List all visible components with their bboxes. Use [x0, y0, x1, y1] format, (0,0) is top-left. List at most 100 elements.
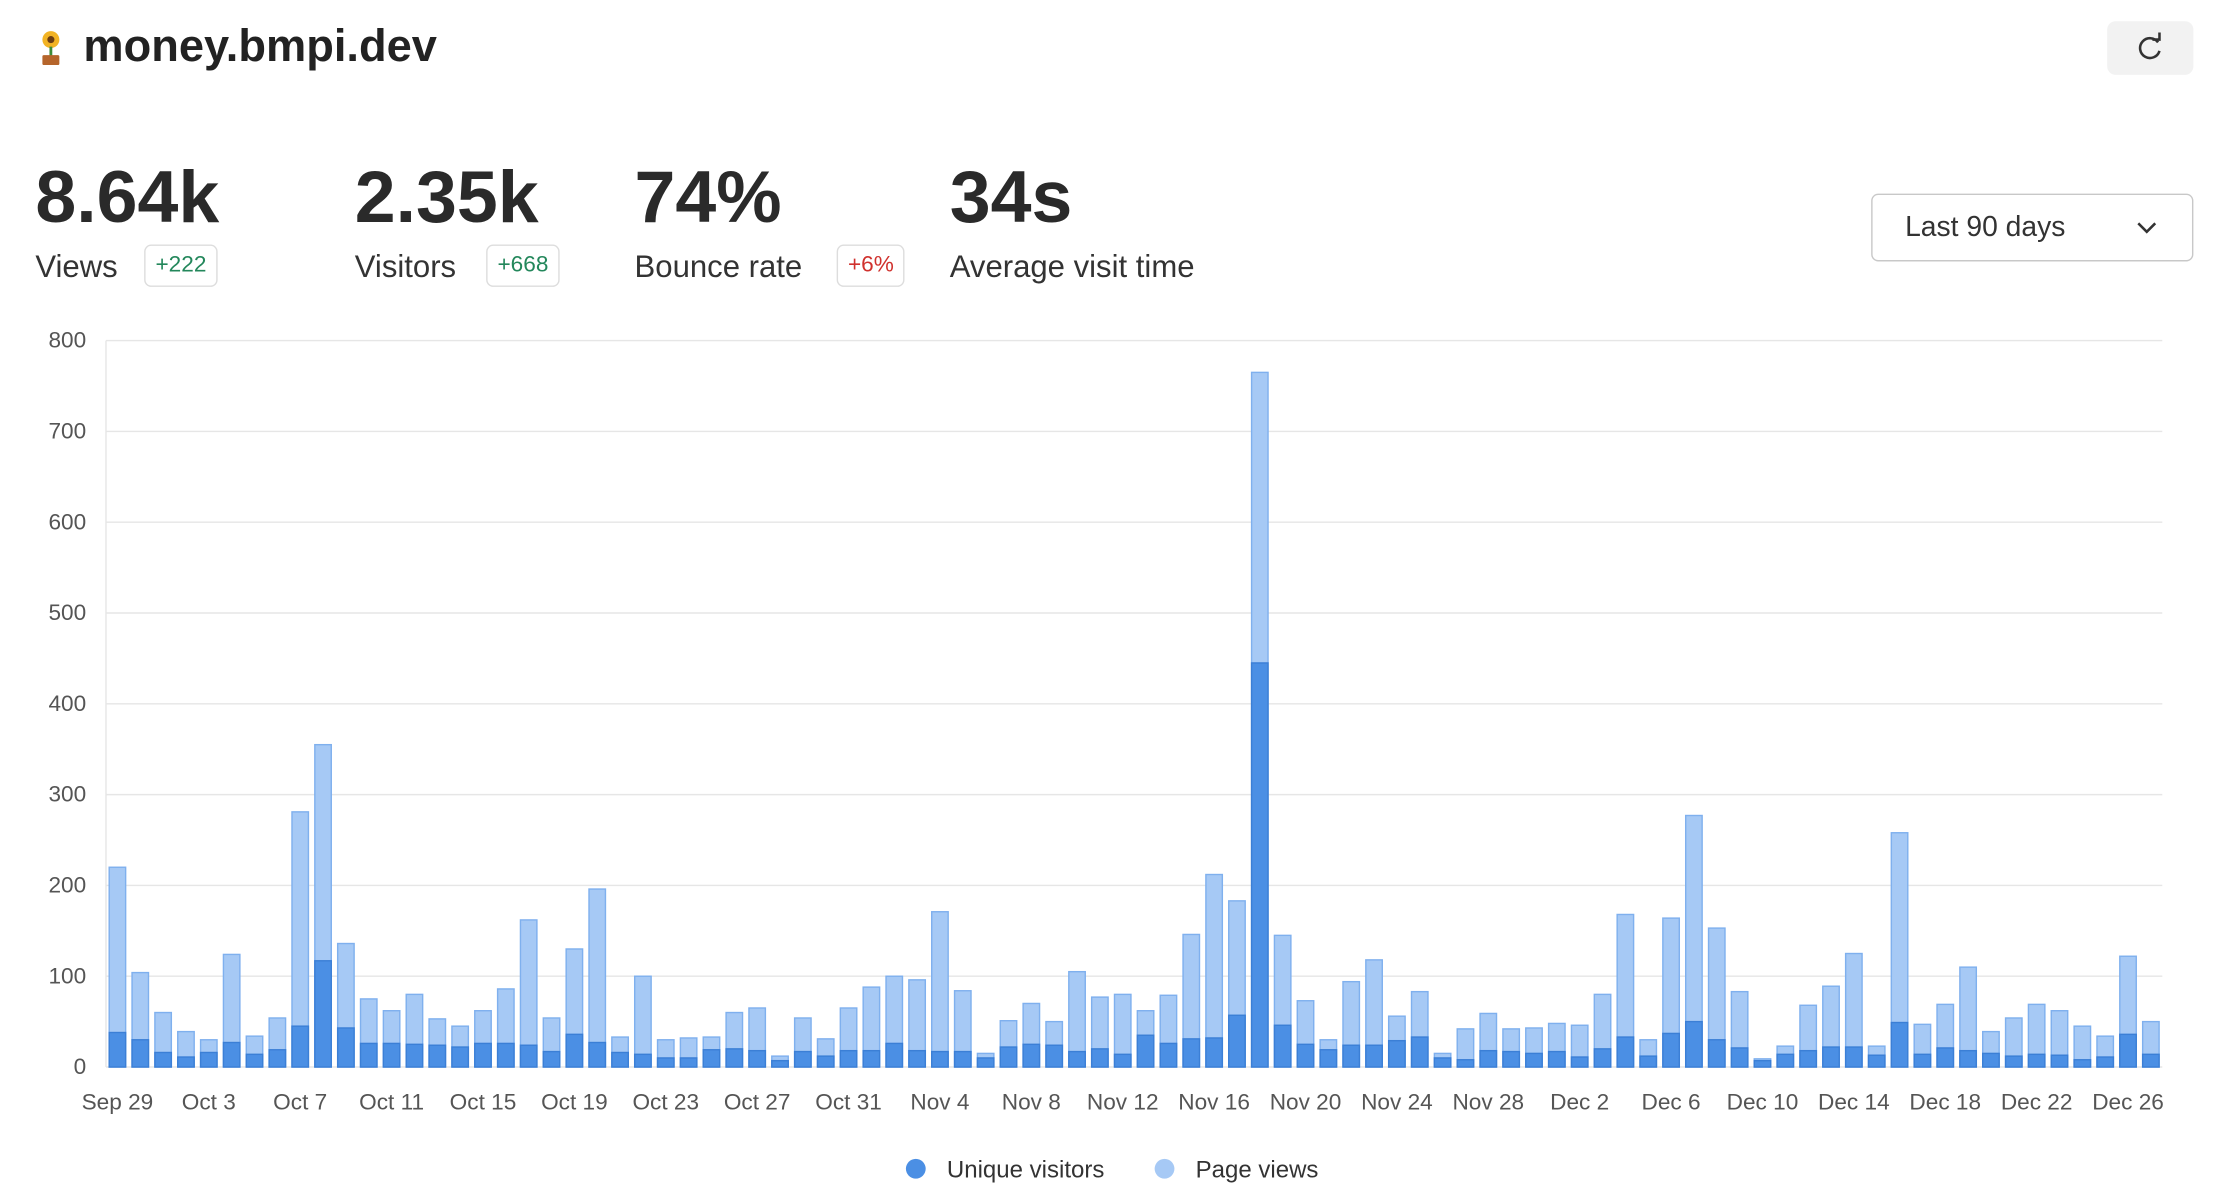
- x-tick-label: Dec 18: [1909, 1089, 1981, 1114]
- bar: [1844, 1046, 1863, 1068]
- x-tick-label: Nov 16: [1178, 1089, 1250, 1114]
- bar: [1342, 1044, 1361, 1068]
- y-tick-label: 700: [48, 418, 86, 443]
- stat-value: 34s: [949, 156, 1073, 239]
- bar: [702, 1049, 721, 1068]
- stat-change: +668: [486, 244, 560, 287]
- stat-change: +222: [144, 244, 218, 287]
- bar: [1707, 1039, 1726, 1068]
- bar: [1593, 1048, 1612, 1068]
- x-tick-label: Sep 29: [82, 1089, 154, 1114]
- bar: [771, 1059, 789, 1068]
- site-icon: [42, 31, 60, 66]
- bar: [2119, 1033, 2137, 1068]
- refresh-button[interactable]: [2107, 21, 2194, 75]
- x-tick-label: Nov 28: [1452, 1089, 1524, 1114]
- stat-label: Bounce rate: [634, 248, 803, 285]
- x-tick-label: Oct 11: [359, 1089, 424, 1114]
- bar: [474, 1042, 492, 1068]
- bar: [428, 1044, 447, 1068]
- bar: [1570, 1056, 1589, 1068]
- bar: [588, 888, 607, 1068]
- bar: [1525, 1052, 1543, 1068]
- bar: [1296, 1043, 1315, 1068]
- x-tick-label: Oct 3: [182, 1089, 236, 1114]
- stat-change: +6%: [836, 244, 906, 287]
- bar: [1730, 1047, 1749, 1068]
- bar: [1090, 1048, 1109, 1068]
- bar: [1662, 1032, 1681, 1068]
- bar: [2050, 1054, 2069, 1068]
- bar: [748, 1049, 767, 1068]
- bar: [976, 1057, 995, 1068]
- bar: [931, 1050, 949, 1068]
- y-tick-label: 300: [48, 782, 86, 807]
- bar: [1547, 1050, 1566, 1068]
- bar: [154, 1051, 173, 1068]
- bar: [1936, 1047, 1955, 1068]
- x-tick-label: Dec 14: [1818, 1089, 1890, 1114]
- y-tick-label: 600: [48, 509, 86, 534]
- y-tick-label: 0: [74, 1054, 87, 1079]
- bar: [336, 1027, 355, 1068]
- x-tick-label: Oct 31: [815, 1089, 882, 1114]
- bar: [1250, 662, 1269, 1068]
- x-tick-label: Dec 22: [2001, 1089, 2073, 1114]
- bar: [1045, 1044, 1064, 1068]
- bar: [405, 1043, 424, 1068]
- stat-value: 8.64k: [35, 156, 220, 239]
- bar: [2141, 1053, 2160, 1068]
- x-tick-label: Dec 26: [2092, 1089, 2164, 1114]
- bar: [177, 1056, 195, 1068]
- range-select[interactable]: Last 90 days: [1871, 193, 2194, 262]
- bar: [1136, 1034, 1155, 1068]
- bar: [1433, 1057, 1452, 1068]
- x-tick-label: Nov 4: [910, 1089, 969, 1114]
- bar: [268, 1049, 287, 1068]
- bar: [1410, 1036, 1429, 1068]
- legend-swatch: [905, 1158, 926, 1179]
- site-title: money.bmpi.dev: [83, 19, 437, 71]
- chevron: [2137, 222, 2157, 234]
- bar: [931, 911, 949, 1068]
- bar: [953, 1050, 972, 1068]
- stat-label: Average visit time: [949, 248, 1195, 285]
- x-tick-label: Dec 2: [1550, 1089, 1609, 1114]
- bar: [679, 1057, 698, 1068]
- x-tick-label: Oct 7: [273, 1089, 327, 1114]
- bar: [588, 1041, 607, 1068]
- bar: [1822, 1046, 1840, 1068]
- bar: [1228, 1014, 1246, 1068]
- bar: [108, 1031, 127, 1068]
- bar: [1502, 1050, 1521, 1068]
- stat-value: 2.35k: [354, 156, 539, 239]
- y-tick-label: 400: [48, 691, 86, 716]
- bar: [1959, 1049, 1978, 1068]
- bar: [816, 1055, 835, 1068]
- bar: [1182, 1038, 1201, 1068]
- bar: [565, 1033, 584, 1068]
- bar: [1205, 1037, 1224, 1068]
- bar: [633, 1053, 652, 1068]
- bar: [245, 1053, 264, 1068]
- x-tick-label: Nov 8: [1002, 1089, 1061, 1114]
- bar: [1753, 1059, 1772, 1068]
- bar: [199, 1051, 218, 1068]
- x-tick-label: Nov 12: [1087, 1089, 1159, 1114]
- refresh-icon: [2138, 32, 2161, 60]
- y-tick-label: 500: [48, 600, 86, 625]
- x-tick-label: Nov 24: [1361, 1089, 1433, 1114]
- bar: [542, 1050, 561, 1068]
- bar: [908, 1049, 927, 1068]
- legend-label: Page views: [1196, 1156, 1319, 1183]
- bar: [451, 1046, 470, 1068]
- bar: [1982, 1052, 2000, 1068]
- bar: [2027, 1053, 2046, 1068]
- bar: [633, 975, 652, 1068]
- bar: [519, 1044, 538, 1068]
- bar: [1159, 1042, 1178, 1068]
- bar: [222, 1041, 241, 1068]
- bar: [862, 1049, 881, 1068]
- bar: [1684, 1020, 1703, 1068]
